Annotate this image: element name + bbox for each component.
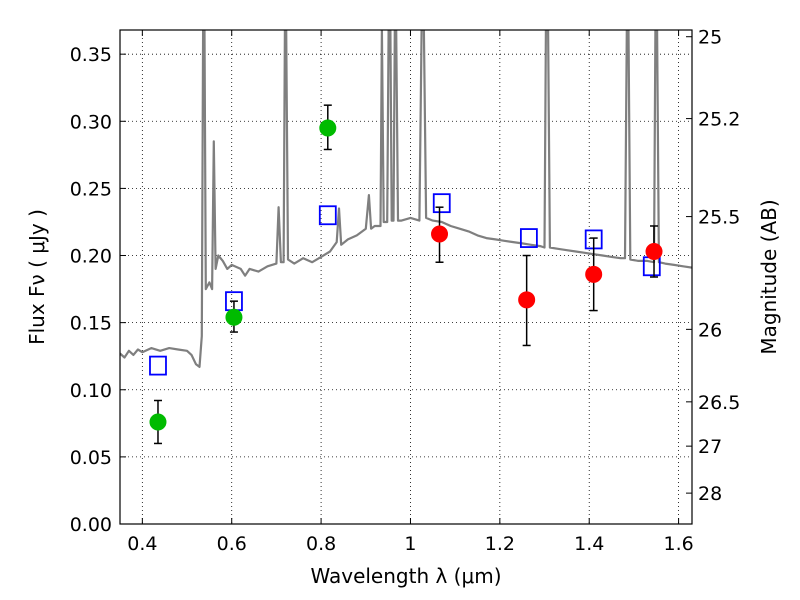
y-tick-label: 0.30 — [70, 111, 112, 133]
x-tick-label: 1 — [404, 533, 416, 555]
y2-tick-label: 26 — [698, 319, 722, 341]
y-tick-label: 0.00 — [70, 514, 112, 536]
x-tick-label: 1.2 — [485, 533, 515, 555]
y2-tick-label: 25.2 — [698, 109, 740, 131]
y-tick-label: 0.05 — [70, 447, 112, 469]
green-data-point — [225, 308, 243, 326]
y-axis-title: Flux Fν ( μJy ) — [25, 209, 49, 345]
y-tick-label: 0.20 — [70, 246, 112, 268]
model-square-marker — [149, 355, 167, 376]
x-tick-label: 0.8 — [306, 533, 336, 555]
y-tick-label: 0.35 — [70, 44, 112, 66]
x-tick-label: 1.6 — [663, 533, 693, 555]
y2-tick-label: 28 — [698, 483, 722, 505]
x-tick-label: 0.4 — [127, 533, 157, 555]
red-data-point — [431, 225, 449, 243]
x-tick-label: 0.6 — [217, 533, 247, 555]
y2-tick-label: 25.5 — [698, 207, 740, 229]
x-tick-label: 1.4 — [574, 533, 604, 555]
spectrum-line — [120, 30, 692, 368]
model-square-marker — [318, 205, 337, 226]
green-data-point — [319, 119, 337, 137]
green-data-point — [149, 413, 167, 431]
red-data-point — [585, 265, 603, 283]
y2-tick-label: 26.5 — [698, 392, 740, 414]
model-square-marker — [519, 228, 538, 248]
y2-tick-label: 27 — [698, 436, 722, 458]
red-data-point — [518, 291, 536, 309]
model-square-marker — [432, 193, 451, 214]
y-tick-label: 0.15 — [70, 313, 112, 335]
y2-axis-title: Magnitude (AB) — [757, 199, 781, 354]
y-tick-label: 0.25 — [70, 178, 112, 200]
plot-area — [120, 30, 692, 445]
red-data-point — [645, 242, 663, 260]
x-axis-title: Wavelength λ (μm) — [310, 564, 501, 588]
y-tick-label: 0.10 — [70, 380, 112, 402]
plot-frame — [119, 29, 693, 525]
y2-tick-label: 25 — [698, 27, 722, 49]
axis-ticks: 0.4 0.6 0.8 1 1.2 1.4 1.6 0.00 0.05 0.10 0.15 0.20 0… — [70, 27, 741, 555]
